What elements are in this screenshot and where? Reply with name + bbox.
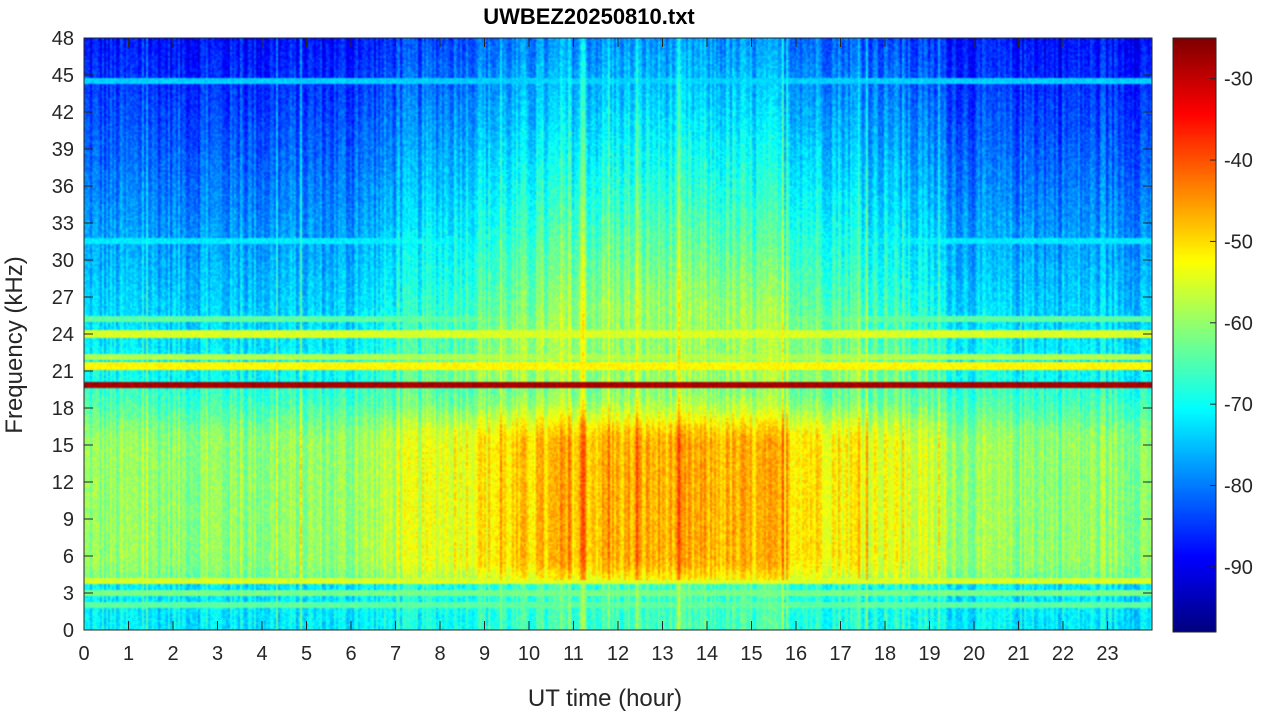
x-tick-label: 17 [829, 643, 851, 665]
colorbar-tick-label: -80 [1224, 476, 1253, 498]
y-tick-label: 27 [52, 287, 74, 309]
colorbar-tick-label: -40 [1224, 150, 1253, 172]
y-tick-label: 21 [52, 361, 74, 383]
x-tick-label: 6 [345, 643, 356, 665]
y-tick-label: 12 [52, 472, 74, 494]
y-tick-label: 33 [52, 213, 74, 235]
colorbar-tick-label: -70 [1224, 394, 1253, 416]
colorbar-ticks: -90 -80 -70 -60 -50 -40 -30 [1210, 69, 1253, 579]
x-tick-label: 20 [963, 643, 985, 665]
y-tick-label: 30 [52, 250, 74, 272]
chart-title: UWBEZ20250810.txt [483, 4, 695, 29]
colorbar-frame [1172, 37, 1217, 633]
colorbar-tick-label: -60 [1224, 313, 1253, 335]
x-tick-label: 11 [563, 643, 584, 665]
y-tick-label: 3 [63, 583, 74, 605]
y-tick-label: 15 [52, 435, 74, 457]
colorbar-tick-label: -30 [1224, 69, 1253, 91]
y-tick-label: 45 [52, 65, 74, 87]
x-tick-label: 9 [479, 643, 490, 665]
y-axis-title: Frequency (kHz) [1, 256, 28, 433]
colorbar: -90 -80 -70 -60 -50 -40 -30 [1172, 37, 1253, 633]
x-tick-label: 2 [167, 643, 178, 665]
x-tick-label: 10 [518, 643, 540, 665]
x-tick-label: 18 [874, 643, 896, 665]
spectrogram-heatmap [84, 38, 1152, 630]
colorbar-gradient [1173, 38, 1216, 632]
x-tick-label: 23 [1096, 643, 1118, 665]
y-tick-label: 48 [52, 28, 74, 50]
y-tick-label: 0 [63, 620, 74, 642]
y-tick-label: 6 [63, 546, 74, 568]
y-tick-label: 39 [52, 139, 74, 161]
colorbar-tick-label: -50 [1224, 231, 1253, 253]
x-tick-label: 5 [301, 643, 312, 665]
x-tick-label: 13 [651, 643, 673, 665]
x-tick-label: 8 [434, 643, 445, 665]
x-tick-label: 15 [740, 643, 762, 665]
y-tick-label: 42 [52, 102, 74, 124]
x-tick-label: 22 [1052, 643, 1074, 665]
y-tick-label: 24 [52, 324, 74, 346]
colorbar-tick-label: -90 [1224, 557, 1253, 579]
x-tick-label: 19 [918, 643, 940, 665]
x-tick-label: 14 [696, 643, 718, 665]
x-axis-ticks: 0 1 2 3 4 5 6 7 8 9 10 11 12 13 14 15 16 17 18 19 20 21 22 23 [78, 38, 1119, 665]
x-tick-label: 21 [1007, 643, 1029, 665]
y-tick-label: 18 [52, 398, 74, 420]
x-tick-label: 4 [256, 643, 267, 665]
x-tick-label: 0 [78, 643, 89, 665]
spectrogram-plot: 0 1 2 3 4 5 6 7 8 9 10 11 12 13 14 15 16 17 18 19 20 21 22 23 0… [52, 28, 1153, 665]
x-tick-label: 12 [607, 643, 629, 665]
y-tick-label: 9 [63, 509, 74, 531]
x-tick-label: 16 [785, 643, 807, 665]
x-tick-label: 1 [123, 643, 134, 665]
y-tick-label: 36 [52, 176, 74, 198]
x-tick-label: 7 [390, 643, 401, 665]
x-tick-label: 3 [212, 643, 223, 665]
x-axis-title: UT time (hour) [528, 685, 682, 712]
